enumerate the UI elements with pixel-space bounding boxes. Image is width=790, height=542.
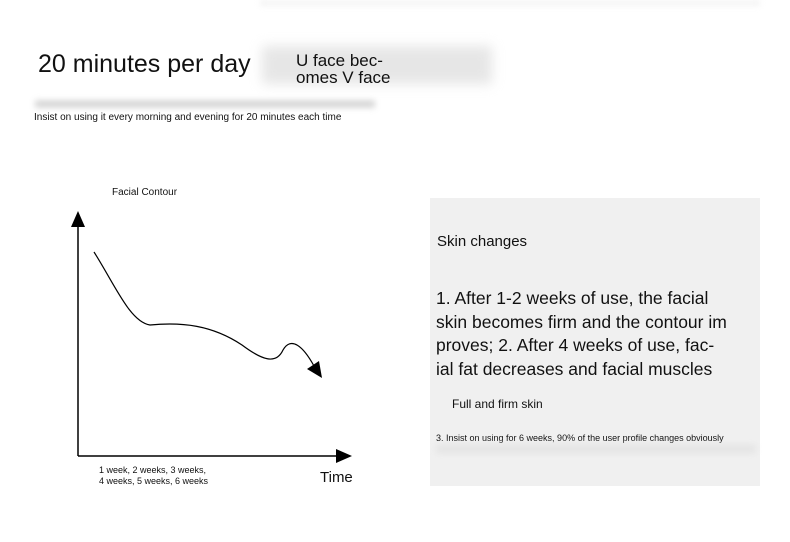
background-smudge — [35, 100, 375, 108]
panel-title: Skin changes — [437, 233, 528, 250]
background-smudge — [260, 0, 760, 6]
panel-subheading: Full and firm skin — [452, 397, 543, 411]
panel-body-line: 1. After 1-2 weeks of use, the facial — [436, 288, 709, 308]
panel-note: 3. Insist on using for 6 weeks, 90% of t… — [436, 433, 724, 443]
uv-tagline-line2: omes V face — [296, 68, 391, 87]
panel-body-line: proves; 2. After 4 weeks of use, fac- — [436, 335, 715, 355]
contour-curve — [93, 251, 315, 367]
contour-curve-arrowhead — [307, 361, 322, 378]
background-smudge — [262, 46, 492, 84]
panel-body-line: ial fat decreases and facial muscles — [436, 358, 713, 379]
x-axis — [78, 449, 352, 463]
y-axis — [71, 211, 85, 456]
headline: 20 minutes per day — [38, 50, 251, 78]
uv-tagline-line1: U face bec- — [296, 51, 383, 70]
usage-instruction: Insist on using it every morning and eve… — [34, 112, 342, 123]
uv-tagline: U face bec- omes V face — [296, 52, 416, 86]
chart-title: Facial Contour — [112, 187, 178, 198]
panel-body: 1. After 1-2 weeks of use, the facial sk… — [436, 287, 760, 381]
skin-changes-panel — [430, 198, 760, 486]
y-axis-arrowhead — [71, 211, 85, 227]
x-axis-ticks: 1 week, 2 weeks, 3 weeks, 4 weeks, 5 wee… — [99, 465, 208, 487]
panel-body-line: skin becomes firm and the contour im — [436, 311, 727, 332]
x-axis-arrowhead — [336, 449, 352, 463]
x-ticks-line2: 4 weeks, 5 weeks, 6 weeks — [99, 476, 209, 486]
background-smudge — [436, 444, 756, 454]
x-ticks-line1: 1 week, 2 weeks, 3 weeks, — [99, 465, 207, 475]
x-axis-label: Time — [320, 469, 353, 486]
